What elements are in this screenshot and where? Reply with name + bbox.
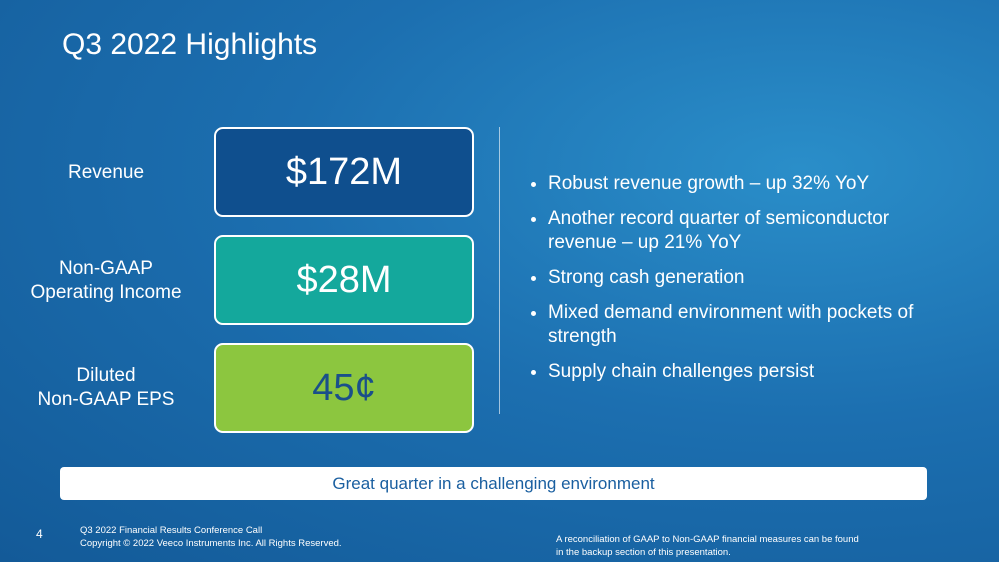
- banner-text: Great quarter in a challenging environme…: [332, 473, 655, 493]
- metric-label: Revenue: [0, 161, 212, 185]
- footer-text: Q3 2022 Financial Results Conference Cal…: [80, 524, 342, 550]
- bullet: Strong cash generation: [548, 266, 948, 290]
- bullet-list: Robust revenue growth – up 32% YoY Anoth…: [528, 172, 948, 395]
- metric-value: $172M: [285, 150, 403, 193]
- footer-line: Copyright © 2022 Veeco Instruments Inc. …: [80, 538, 342, 549]
- title: Q3 2022 Highlights: [62, 28, 318, 61]
- metric-label: Non-GAAP Operating Income: [0, 257, 212, 305]
- metric-label: Diluted Non-GAAP EPS: [0, 364, 212, 412]
- bullet: Mixed demand environment with pockets of…: [548, 301, 948, 349]
- bullet: Supply chain challenges persist: [548, 360, 948, 384]
- label-line: Non-GAAP EPS: [37, 389, 175, 410]
- label-line: Revenue: [67, 162, 145, 183]
- banner: Great quarter in a challenging environme…: [60, 467, 927, 500]
- page-number: 4: [36, 527, 43, 541]
- label-line: Operating Income: [30, 282, 182, 303]
- bullet: Another record quarter of semiconductor …: [548, 207, 948, 255]
- bullet: Robust revenue growth – up 32% YoY: [548, 172, 948, 196]
- label-line: Non-GAAP: [59, 258, 153, 279]
- footer-note: A reconciliation of GAAP to Non-GAAP fin…: [556, 534, 859, 558]
- metric-box: $172M: [214, 127, 474, 217]
- footer-line: Q3 2022 Financial Results Conference Cal…: [80, 525, 263, 536]
- metric-value: $28M: [296, 258, 392, 301]
- label-line: Diluted: [76, 365, 136, 386]
- metric-box: 45¢: [214, 343, 474, 433]
- metric-box: $28M: [214, 235, 474, 325]
- divider: [499, 127, 500, 414]
- metric-value: 45¢: [312, 366, 376, 409]
